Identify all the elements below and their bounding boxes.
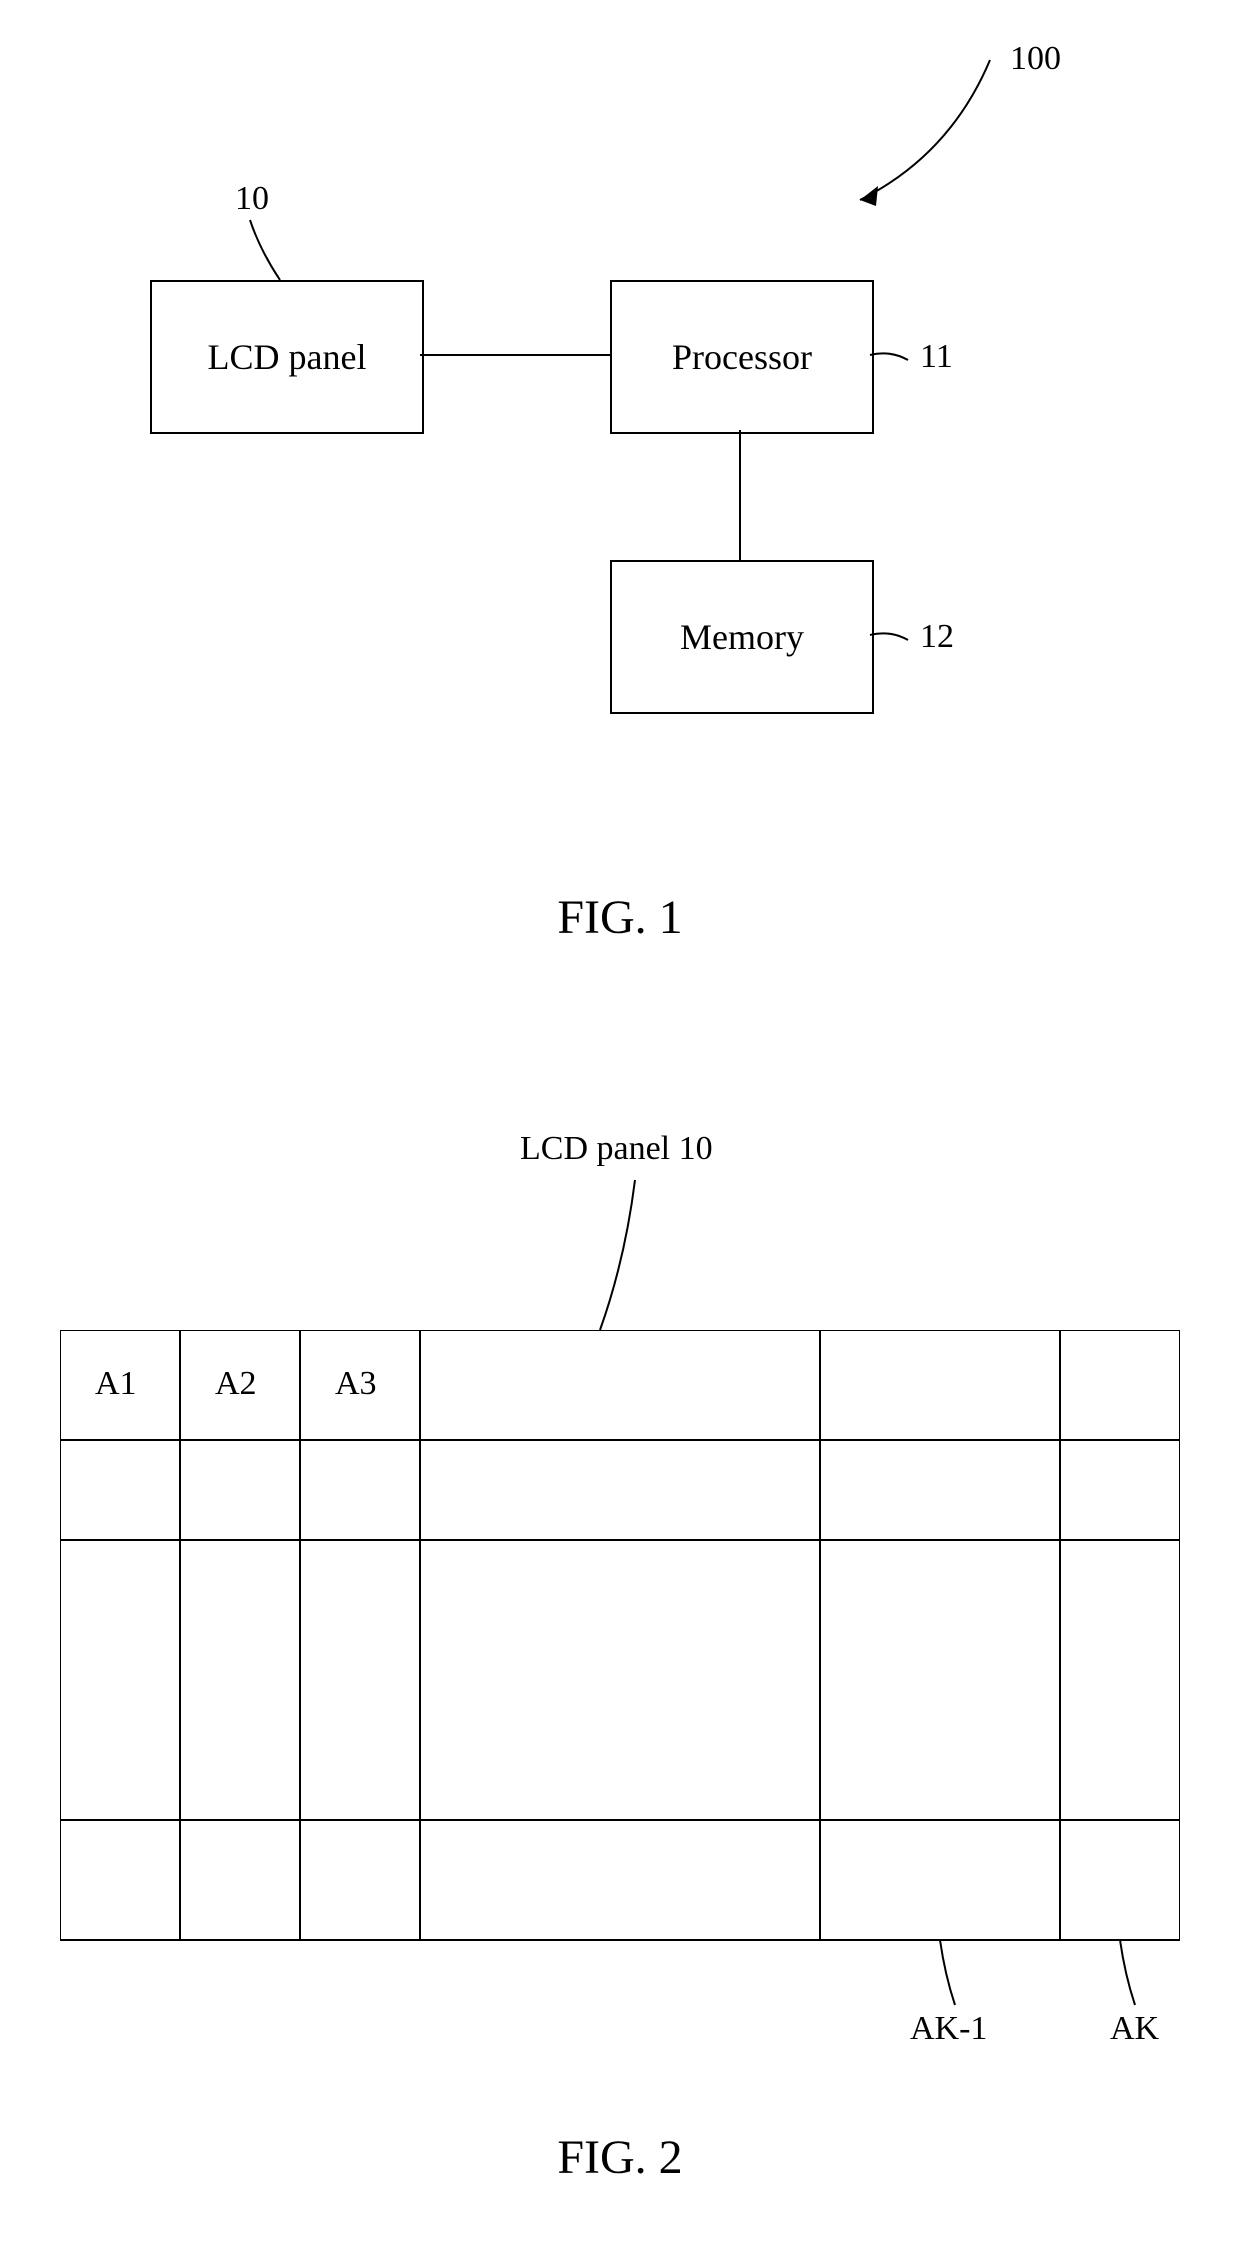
cell-a2: A2	[215, 1365, 257, 1403]
fig2-caption: FIG. 2	[557, 2130, 682, 2185]
ref-10: 10	[235, 180, 269, 218]
block-memory: Memory	[610, 560, 874, 714]
cell-a1: A1	[95, 1365, 137, 1403]
cell-a3: A3	[335, 1365, 377, 1403]
block-processor: Processor	[610, 280, 874, 434]
block-lcd-panel-label: LCD panel	[208, 336, 367, 378]
ref-11: 11	[920, 338, 953, 376]
block-memory-label: Memory	[680, 616, 804, 658]
page: 100 LCD panel 10 Processor 11 Memory 12	[0, 0, 1240, 2261]
label-ak: AK	[1110, 2010, 1159, 2048]
block-processor-label: Processor	[672, 336, 812, 378]
fig2-title: LCD panel 10	[520, 1130, 713, 1168]
connector-proc-mem	[739, 430, 741, 560]
fig1-caption: FIG. 1	[557, 890, 682, 945]
block-lcd-panel: LCD panel	[150, 280, 424, 434]
ref-12: 12	[920, 618, 954, 656]
ref-100: 100	[1010, 40, 1061, 78]
label-ak-1: AK-1	[910, 2010, 987, 2048]
connector-lcd-proc	[420, 354, 610, 356]
fig2-table	[60, 1330, 1180, 1942]
